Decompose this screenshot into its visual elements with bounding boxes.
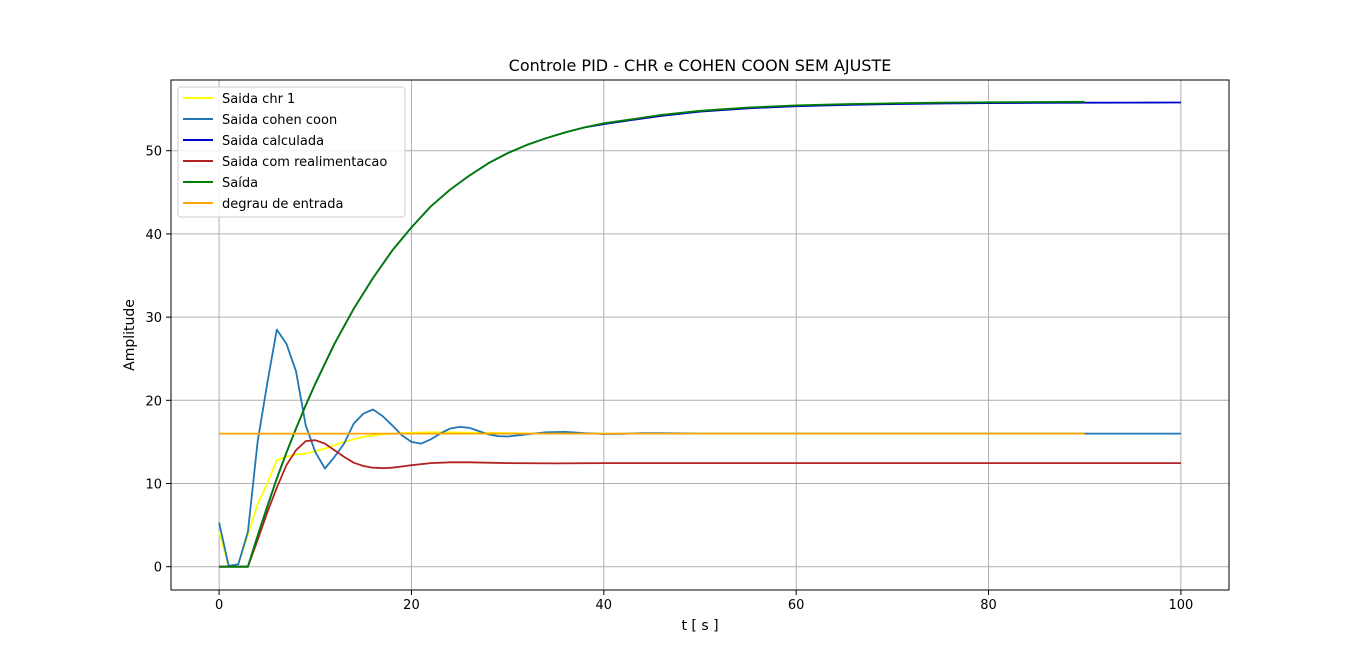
y-tick-label: 0	[154, 561, 162, 576]
plot-frame	[170, 79, 1230, 591]
y-tick-label: 30	[145, 311, 162, 326]
x-axis-label: t [ s ]	[681, 618, 718, 634]
chart-title: Controle PID - CHR e COHEN COON SEM AJUS…	[509, 56, 892, 75]
legend-label: Saída	[222, 176, 258, 191]
legend: Saida chr 1 Saida cohen coon Saida calcula…	[177, 86, 406, 218]
grid	[171, 80, 1229, 590]
x-tick-label: 40	[596, 598, 613, 613]
series-lines	[218, 100, 1181, 568]
legend-label: degrau de entrada	[222, 197, 343, 212]
y-tick-label: 10	[145, 478, 162, 493]
series-line	[219, 439, 1181, 568]
legend-box	[177, 86, 406, 218]
x-tick-label: 0	[215, 598, 223, 613]
y-tick-label: 20	[145, 394, 162, 409]
y-axis-label: Amplitude	[122, 299, 138, 371]
x-tick-label: 100	[1168, 598, 1193, 613]
legend-label: Saida cohen coon	[222, 113, 337, 128]
legend-label: Saida chr 1	[222, 92, 295, 107]
series-line	[219, 100, 1085, 568]
x-tick-label: 60	[788, 598, 805, 613]
y-tick-label: 40	[145, 228, 162, 243]
axis-ticks: 0 20 40 60 80 100 0 10 20 30 40 50	[145, 145, 1193, 613]
y-tick-label: 50	[145, 145, 162, 160]
x-tick-label: 20	[403, 598, 420, 613]
x-tick-label: 80	[980, 598, 997, 613]
legend-label: Saida calculada	[222, 134, 324, 149]
legend-label: Saida com realimentacao	[222, 155, 387, 170]
